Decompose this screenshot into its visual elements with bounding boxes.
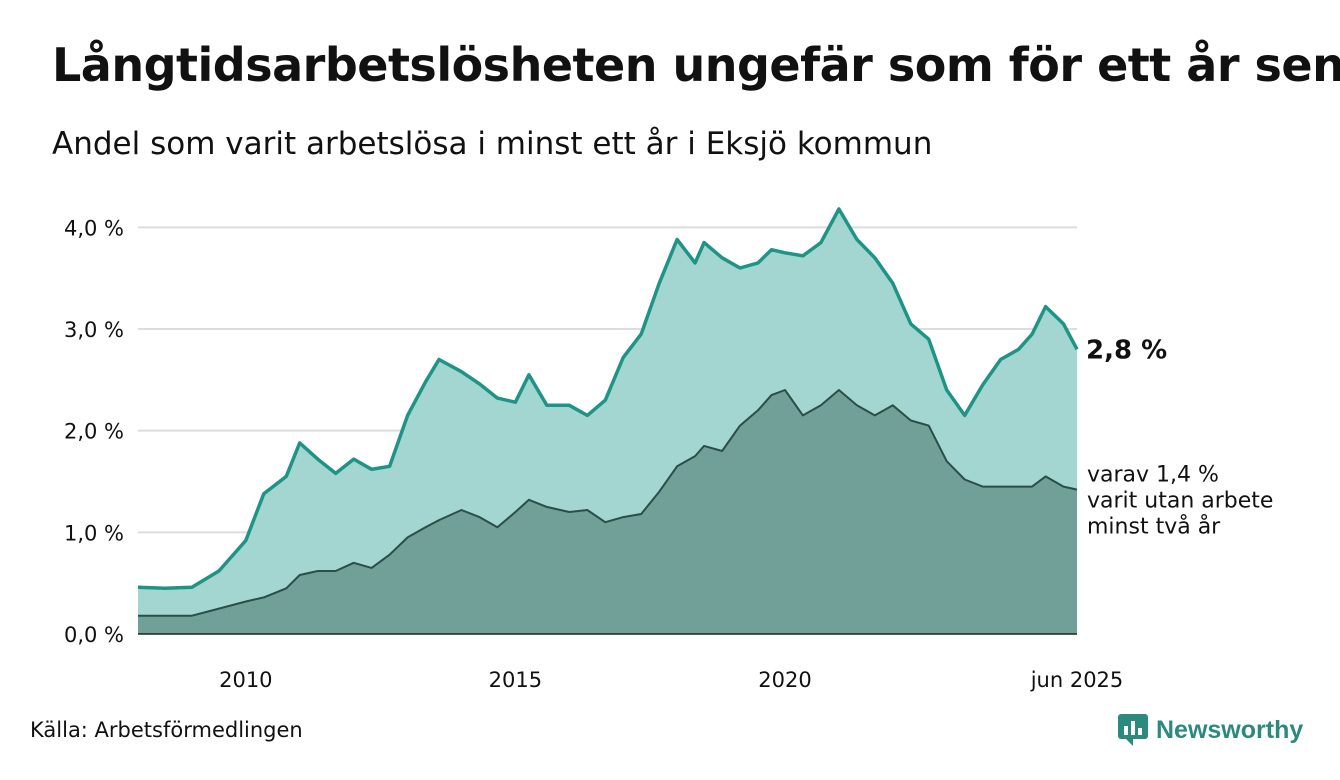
series-1-end-label: 2,8 % bbox=[1086, 335, 1167, 365]
chart-title: Långtidsarbetslösheten ungefär som för e… bbox=[52, 38, 1340, 92]
y-tick-label: 0,0 % bbox=[64, 623, 124, 647]
newsworthy-icon bbox=[1118, 714, 1148, 746]
brand-logo: Newsworthy bbox=[1118, 714, 1303, 746]
source-note: Källa: Arbetsförmedlingen bbox=[30, 718, 303, 742]
y-tick-label: 1,0 % bbox=[64, 521, 124, 545]
chart-subtitle: Andel som varit arbetslösa i minst ett å… bbox=[52, 126, 933, 162]
y-tick-label: 4,0 % bbox=[64, 216, 124, 240]
series-labels: 2,8 % varav 1,4 % varit utan arbete minst t… bbox=[1086, 335, 1273, 539]
x-tick-label: 2020 bbox=[758, 668, 811, 692]
x-tick-label: 2010 bbox=[219, 668, 272, 692]
plot-area bbox=[137, 207, 1079, 634]
axes: 0,0 % 1,0 % 2,0 % 3,0 % 4,0 % 2010 2015 2020 jun… bbox=[64, 216, 1123, 692]
x-tick-label: 2015 bbox=[489, 668, 542, 692]
chart: 0,0 % 1,0 % 2,0 % 3,0 % 4,0 % 2010 2015 2020 jun… bbox=[64, 207, 1273, 692]
brand-name: Newsworthy bbox=[1156, 715, 1304, 744]
y-tick-label: 2,0 % bbox=[64, 420, 124, 444]
series-2-line bbox=[138, 389, 1078, 617]
y-tick-label: 3,0 % bbox=[64, 318, 124, 342]
x-tick-label: jun 2025 bbox=[1030, 668, 1124, 692]
series-1-line bbox=[137, 207, 1079, 591]
series-2-end-label: varav 1,4 % varit utan arbete minst två år bbox=[1087, 463, 1273, 540]
series-2-area bbox=[138, 390, 1077, 634]
